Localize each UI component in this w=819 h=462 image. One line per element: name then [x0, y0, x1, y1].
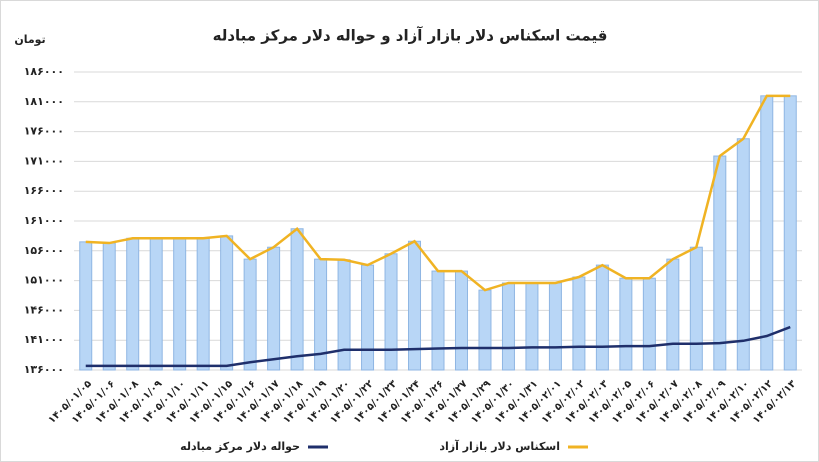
bar [126, 237, 140, 371]
bar [666, 258, 680, 371]
bar [149, 237, 163, 371]
bar [408, 240, 422, 371]
bar [431, 270, 445, 371]
legend-label: اسکناس دلار بازار آزاد [439, 439, 560, 453]
legend-label: حواله دلار مرکز مبادله [180, 440, 300, 453]
bar [79, 241, 93, 371]
y-tick-label: ۱۷۱۰۰۰ [24, 154, 64, 167]
bar [642, 277, 656, 371]
bar [548, 282, 562, 371]
y-tick-label: ۱۵۱۰۰۰ [24, 274, 64, 287]
line [85, 325, 791, 368]
bar [243, 258, 257, 371]
bar [196, 237, 210, 371]
bar [736, 138, 750, 371]
y-tick-label: ۱۴۶۰۰۰ [24, 303, 64, 316]
y-tick-label: ۱۶۱۰۰۰ [24, 214, 64, 227]
bar [595, 264, 609, 371]
bar [713, 155, 727, 371]
y-tick-label: ۱۸۱۰۰۰ [24, 95, 64, 108]
y-tick-label: ۱۶۶۰۰۰ [24, 184, 64, 197]
bar [619, 277, 633, 371]
bar [501, 282, 515, 371]
y-tick-label: ۱۴۱۰۰۰ [24, 333, 64, 346]
bar [220, 235, 234, 371]
bar [478, 289, 492, 371]
bar [572, 276, 586, 371]
bar [290, 228, 304, 371]
line [85, 94, 791, 292]
bar [525, 282, 539, 371]
bar [102, 242, 116, 371]
bar [384, 253, 398, 371]
bar [689, 246, 703, 371]
chart-title: قیمت اسکناس دلار بازار آزاد و حواله دلار… [213, 27, 608, 45]
bar [173, 237, 187, 371]
bar [267, 246, 281, 371]
bar [361, 264, 375, 371]
bar [337, 259, 351, 371]
bar [454, 270, 468, 371]
y-unit: تومان [14, 33, 45, 46]
y-tick-label: ۱۷۶۰۰۰ [24, 125, 64, 138]
y-tick-label: ۱۵۶۰۰۰ [24, 244, 64, 257]
y-tick-label: ۱۸۶۰۰۰ [24, 65, 64, 78]
y-tick-label: ۱۳۶۰۰۰ [24, 363, 64, 376]
bar [760, 95, 774, 371]
